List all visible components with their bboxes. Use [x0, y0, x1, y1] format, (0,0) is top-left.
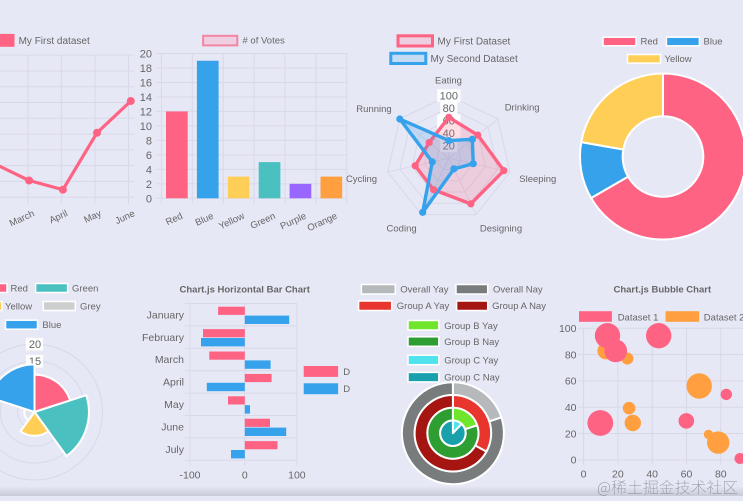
svg-text:Drinking: Drinking — [505, 103, 540, 114]
svg-text:Red: Red — [641, 37, 658, 48]
svg-text:Sleeping: Sleeping — [519, 174, 556, 185]
svg-text:-100: -100 — [179, 469, 200, 481]
svg-text:80: 80 — [443, 103, 455, 115]
svg-text:Green: Green — [72, 283, 98, 294]
svg-text:January: January — [147, 309, 185, 321]
svg-text:February: February — [142, 332, 185, 344]
svg-text:0: 0 — [146, 193, 152, 205]
svg-text:0: 0 — [571, 455, 577, 467]
svg-text:Blue: Blue — [704, 37, 723, 48]
svg-text:100: 100 — [288, 469, 306, 481]
svg-text:12: 12 — [140, 106, 152, 118]
svg-text:0: 0 — [242, 469, 248, 481]
svg-text:2: 2 — [146, 179, 152, 191]
svg-text:18: 18 — [140, 63, 152, 75]
svg-text:Group B Yay: Group B Yay — [444, 321, 498, 332]
svg-text:60: 60 — [565, 376, 577, 388]
svg-text:Dataset 1: Dataset 1 — [618, 312, 659, 323]
svg-text:March: March — [155, 354, 184, 366]
svg-text:Overall Yay: Overall Yay — [400, 285, 448, 296]
svg-text:June: June — [161, 421, 184, 433]
svg-text:D: D — [343, 367, 350, 378]
svg-text:Chart.js Horizontal Bar Chart: Chart.js Horizontal Bar Chart — [180, 285, 311, 296]
svg-text:4: 4 — [146, 164, 152, 176]
svg-text:Dataset 2: Dataset 2 — [704, 312, 743, 323]
svg-text:D: D — [343, 384, 350, 395]
svg-text:Group B Nay: Group B Nay — [444, 337, 499, 348]
svg-text:16: 16 — [140, 77, 152, 89]
svg-text:Overall Nay: Overall Nay — [493, 285, 543, 296]
svg-text:80: 80 — [715, 469, 727, 481]
svg-text:Group C Nay: Group C Nay — [444, 373, 500, 384]
svg-text:20: 20 — [29, 339, 41, 351]
svg-text:Cycling: Cycling — [346, 174, 377, 185]
svg-text:40: 40 — [646, 469, 658, 481]
svg-text:Yellow: Yellow — [665, 54, 692, 65]
svg-text:Yellow: Yellow — [5, 301, 32, 312]
svg-text:# of Votes: # of Votes — [243, 36, 286, 47]
svg-text:Coding: Coding — [387, 224, 417, 235]
svg-text:My Second Dataset: My Second Dataset — [431, 54, 518, 65]
svg-text:20: 20 — [140, 49, 152, 61]
svg-text:80: 80 — [565, 349, 577, 361]
svg-text:14: 14 — [140, 92, 152, 104]
svg-text:Eating: Eating — [435, 76, 462, 87]
svg-text:0: 0 — [581, 469, 587, 481]
svg-text:Designing: Designing — [480, 224, 522, 235]
svg-text:April: April — [163, 377, 184, 389]
svg-text:July: July — [165, 444, 184, 456]
svg-text:Blue: Blue — [42, 320, 61, 331]
svg-text:My First Dataset: My First Dataset — [438, 36, 511, 47]
svg-text:10: 10 — [140, 121, 152, 133]
svg-text:6: 6 — [146, 150, 152, 162]
svg-text:My First dataset: My First dataset — [19, 36, 90, 47]
svg-text:20: 20 — [612, 469, 624, 481]
svg-text:100: 100 — [559, 323, 577, 335]
svg-text:Group C Yay: Group C Yay — [444, 356, 498, 367]
svg-text:40: 40 — [565, 402, 577, 414]
svg-text:8: 8 — [146, 135, 152, 147]
svg-text:60: 60 — [681, 469, 693, 481]
svg-text:Grey: Grey — [80, 301, 101, 312]
svg-text:Red: Red — [11, 283, 28, 294]
svg-text:100: 100 — [440, 90, 458, 102]
svg-text:Running: Running — [356, 104, 391, 115]
svg-text:Group A Yay: Group A Yay — [397, 301, 450, 312]
svg-text:May: May — [164, 399, 185, 411]
svg-text:Chart.js Bubble Chart: Chart.js Bubble Chart — [613, 285, 711, 296]
svg-text:20: 20 — [565, 428, 577, 440]
svg-text:Group A Nay: Group A Nay — [492, 301, 546, 312]
